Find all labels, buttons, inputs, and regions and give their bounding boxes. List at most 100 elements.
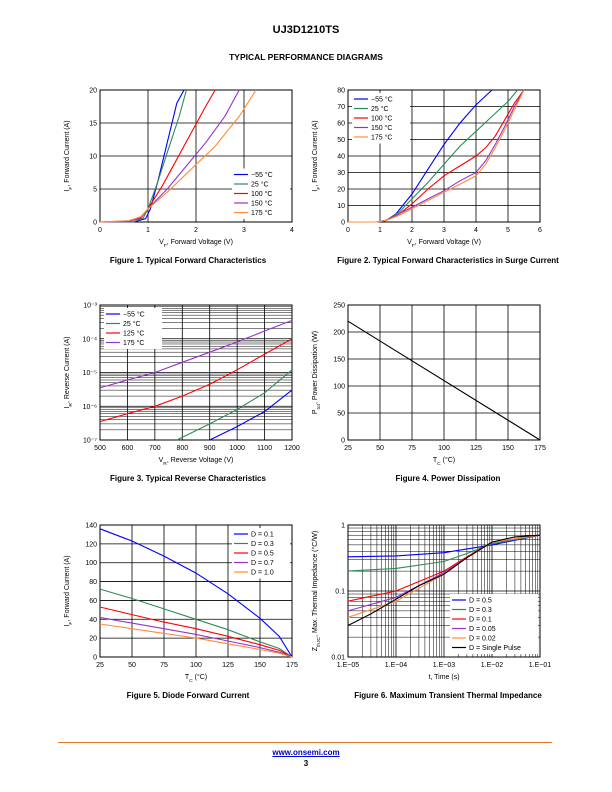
y-tick-label: 50 xyxy=(337,137,345,144)
caption-figure-2: Figure 2. Typical Forward Characteristic… xyxy=(337,256,559,265)
legend-entry: D = 0.1 xyxy=(469,617,492,624)
x-axis-label: VF, Forward Voltage (V) xyxy=(407,239,481,249)
plot-frame xyxy=(99,304,293,441)
y-tick-label: 10⁻⁴ xyxy=(83,336,98,343)
series-line-4 xyxy=(99,89,257,223)
plot-frame xyxy=(99,524,293,658)
x-tick-label: 50 xyxy=(128,662,136,669)
plot-frame xyxy=(347,304,541,441)
legend-entry: 150 °C xyxy=(251,200,272,208)
y-tick-label: 10⁻⁷ xyxy=(83,438,97,445)
legend-entry: D = 0.7 xyxy=(251,560,274,567)
caption-figure-3: Figure 3. Typical Reverse Characteristic… xyxy=(110,474,266,483)
y-axis-label: Ptot, Power Dissipation (W) xyxy=(312,331,322,414)
legend-entry: D = 0.3 xyxy=(469,607,492,614)
x-tick-label: 1000 xyxy=(229,445,245,452)
y-axis-label: ZthJC, Max. Thermal Impedance (°C/W) xyxy=(311,531,322,652)
legend-entry: 25 °C xyxy=(123,320,141,328)
x-tick-label: 0 xyxy=(98,227,102,234)
y-tick-label: 140 xyxy=(85,523,97,530)
legend-entry: D = 0.5 xyxy=(251,551,274,558)
y-tick-label: 10 xyxy=(89,154,97,161)
x-tick-label: 75 xyxy=(408,445,416,452)
x-tick-label: 125 xyxy=(470,445,482,452)
series-line-0 xyxy=(347,534,541,558)
series-line-2 xyxy=(99,606,293,658)
x-tick-label: 0 xyxy=(346,227,350,234)
y-tick-label: 120 xyxy=(85,541,97,548)
x-tick-label: 25 xyxy=(96,662,104,669)
chart-diode-forward-current: 25 50 75 100 125 150 175 0 20 40 60 80 100 120 140 D = … xyxy=(64,523,298,684)
y-tick-label: 10⁻⁵ xyxy=(83,370,97,377)
x-axis-label: TC (°C) xyxy=(433,456,455,467)
legend-entry: 150 °C xyxy=(371,124,392,132)
x-tick-label: 1.E−01 xyxy=(529,662,551,669)
x-tick-label: 25 xyxy=(344,445,352,452)
legend-entry: 25 °C xyxy=(371,105,389,113)
legend-entry: D = 0.1 xyxy=(251,532,274,539)
legend-entry: 175 °C xyxy=(371,134,392,142)
plot-frame xyxy=(347,89,541,223)
x-tick-label: 50 xyxy=(376,445,384,452)
series-line-1 xyxy=(347,534,541,572)
y-tick-label: 30 xyxy=(337,170,345,177)
y-tick-label: 50 xyxy=(337,411,345,418)
series-line-5 xyxy=(347,534,541,626)
y-tick-label: 40 xyxy=(89,617,97,624)
series-line-0 xyxy=(209,389,293,441)
legend-entry: D = 1.0 xyxy=(251,570,274,577)
y-tick-label: 100 xyxy=(333,384,345,391)
legend-entry: D = 0.3 xyxy=(251,541,274,548)
x-tick-label: 100 xyxy=(438,445,450,452)
legend-entry: 100 °C xyxy=(251,190,272,198)
y-tick-label: 70 xyxy=(337,104,345,111)
x-tick-label: 2 xyxy=(410,227,414,234)
x-tick-label: 175 xyxy=(534,445,546,452)
caption-figure-5: Figure 5. Diode Forward Current xyxy=(126,691,250,700)
x-tick-label: 1 xyxy=(146,227,150,234)
x-tick-label: 4 xyxy=(474,227,478,234)
x-tick-label: 3 xyxy=(442,227,446,234)
y-tick-label: 20 xyxy=(89,88,97,95)
y-axis-label: IF, Forward Current (A) xyxy=(64,120,74,191)
y-tick-label: 0 xyxy=(93,655,97,662)
x-tick-label: 1200 xyxy=(284,445,300,452)
y-tick-label: 10⁻³ xyxy=(83,303,97,310)
legend-entry: 100 °C xyxy=(371,115,392,123)
x-axis-label: t, Time (s) xyxy=(428,674,459,681)
series-line-2 xyxy=(99,338,293,423)
series-line-1 xyxy=(176,369,293,441)
x-tick-label: 2 xyxy=(194,227,198,234)
y-tick-label: 200 xyxy=(333,330,345,337)
legend-entry: 175 °C xyxy=(123,339,144,347)
x-tick-label: 700 xyxy=(149,445,161,452)
y-axis-label: IF, Forward Current (A) xyxy=(64,555,74,626)
x-tick-label: 175 xyxy=(286,662,298,669)
caption-figure-6: Figure 6. Maximum Transient Thermal Impe… xyxy=(354,691,542,700)
x-tick-label: 100 xyxy=(190,662,202,669)
legend-entry: −55 °C xyxy=(371,96,393,104)
plot-frame xyxy=(99,89,293,223)
x-tick-label: 800 xyxy=(176,445,188,452)
y-tick-label: 15 xyxy=(89,121,97,128)
x-tick-label: 5 xyxy=(506,227,510,234)
y-tick-label: 80 xyxy=(89,579,97,586)
x-axis-label: TC (°C) xyxy=(185,673,207,684)
y-tick-label: 0 xyxy=(341,438,345,445)
y-tick-label: 60 xyxy=(89,598,97,605)
footer-link[interactable]: www.onsemi.com xyxy=(272,748,340,757)
legend-entry: −55 °C xyxy=(123,311,145,319)
x-tick-label: 4 xyxy=(290,227,294,234)
y-tick-label: 10 xyxy=(337,203,345,210)
x-tick-label: 150 xyxy=(254,662,266,669)
caption-figure-4: Figure 4. Power Dissipation xyxy=(395,474,501,483)
x-tick-label: 125 xyxy=(222,662,234,669)
x-tick-label: 900 xyxy=(204,445,216,452)
legend-entry: D = 0.02 xyxy=(469,636,496,643)
page-number: 3 xyxy=(303,759,309,768)
y-tick-label: 0.1 xyxy=(335,589,345,596)
legend-entry: 25 °C xyxy=(251,181,269,189)
x-tick-label: 1.E−04 xyxy=(385,662,407,669)
